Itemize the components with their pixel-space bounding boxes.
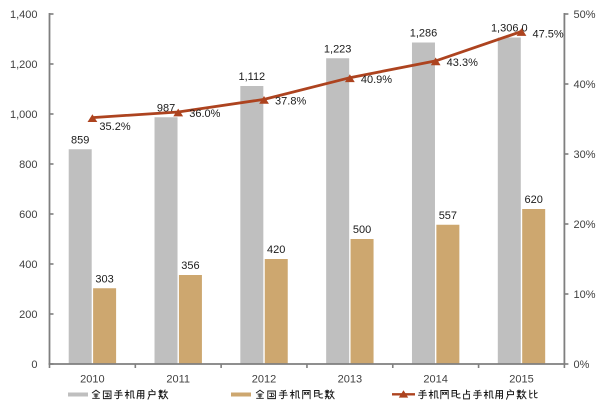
svg-text:500: 500 xyxy=(353,224,371,236)
svg-text:420: 420 xyxy=(267,244,285,256)
svg-text:1,400: 1,400 xyxy=(10,9,38,21)
svg-text:40.9%: 40.9% xyxy=(361,74,392,86)
svg-text:356: 356 xyxy=(181,260,199,272)
svg-text:557: 557 xyxy=(439,210,457,222)
svg-text:200: 200 xyxy=(19,309,37,321)
svg-text:600: 600 xyxy=(19,209,37,221)
svg-text:620: 620 xyxy=(525,194,543,206)
svg-text:47.5%: 47.5% xyxy=(532,29,563,41)
svg-text:2011: 2011 xyxy=(166,374,190,386)
svg-text:10%: 10% xyxy=(574,289,596,301)
svg-text:0: 0 xyxy=(31,359,37,371)
svg-text:2014: 2014 xyxy=(423,374,447,386)
svg-text:35.2%: 35.2% xyxy=(99,121,130,133)
svg-text:36.0%: 36.0% xyxy=(189,108,220,120)
svg-text:1,000: 1,000 xyxy=(10,109,38,121)
svg-text:800: 800 xyxy=(19,159,37,171)
svg-text:40%: 40% xyxy=(574,79,596,91)
svg-text:400: 400 xyxy=(19,259,37,271)
svg-text:1,223: 1,223 xyxy=(324,43,352,55)
svg-text:859: 859 xyxy=(71,134,89,146)
svg-text:30%: 30% xyxy=(574,149,596,161)
svg-text:2010: 2010 xyxy=(80,374,104,386)
svg-text:37.8%: 37.8% xyxy=(275,96,306,108)
svg-text:20%: 20% xyxy=(574,219,596,231)
svg-text:50%: 50% xyxy=(574,9,596,21)
svg-text:1,112: 1,112 xyxy=(238,71,265,83)
svg-text:2012: 2012 xyxy=(252,374,276,386)
svg-text:1,286: 1,286 xyxy=(410,28,438,40)
svg-text:43.3%: 43.3% xyxy=(447,57,478,69)
svg-text:2015: 2015 xyxy=(509,374,533,386)
svg-text:2013: 2013 xyxy=(338,374,362,386)
svg-text:303: 303 xyxy=(95,273,113,285)
svg-text:1,200: 1,200 xyxy=(10,59,38,71)
svg-text:0%: 0% xyxy=(574,359,590,371)
